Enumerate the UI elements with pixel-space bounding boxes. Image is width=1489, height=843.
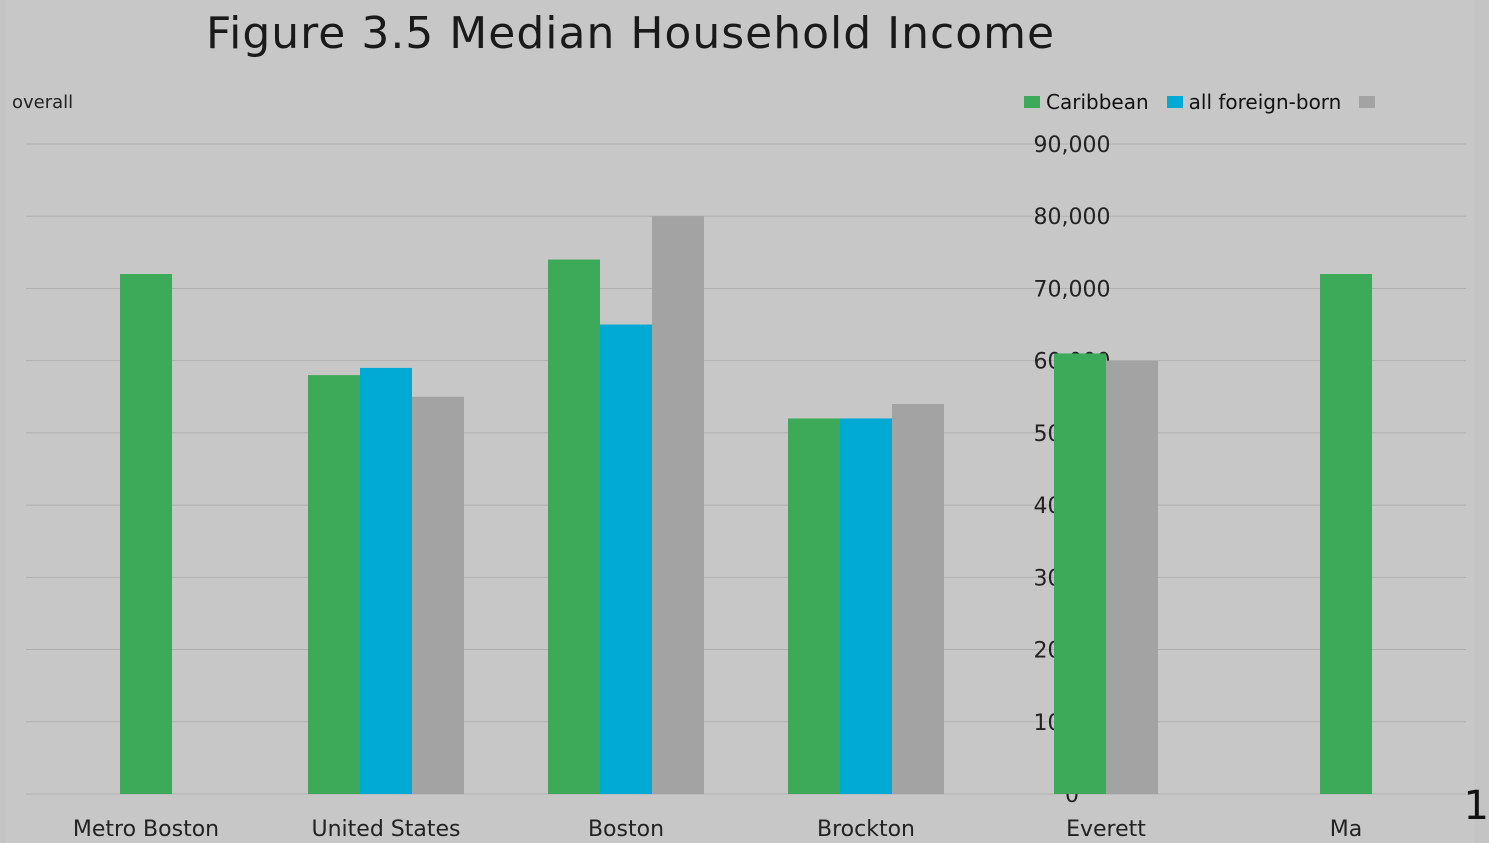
- legend-swatch: [1166, 96, 1183, 108]
- x-tick-label: Boston: [588, 817, 664, 842]
- legend-label: Caribbean: [1046, 90, 1149, 114]
- bar-caribbean: [308, 375, 360, 794]
- legend: Caribbean all foreign-born: [1024, 90, 1381, 114]
- x-tick-label: Ma: [1330, 817, 1362, 842]
- bar-series-2: [1106, 360, 1158, 794]
- bar-caribbean: [120, 274, 172, 794]
- bar-caribbean: [788, 418, 840, 794]
- legend-label: all foreign-born: [1188, 90, 1342, 114]
- bar-caribbean: [1320, 274, 1372, 794]
- bar-caribbean: [1054, 353, 1106, 794]
- bar-series-2: [412, 396, 464, 794]
- bar-series-2: [652, 216, 704, 794]
- bar-all-foreign-born: [840, 418, 892, 794]
- legend-item: Caribbean: [1024, 90, 1149, 114]
- bar-caribbean: [548, 259, 600, 794]
- legend-item: all foreign-born: [1166, 90, 1342, 114]
- x-tick-label: Brockton: [817, 817, 915, 842]
- chart-title: Figure 3.5 Median Household Income: [206, 8, 1056, 59]
- y-tick-label: 90,000: [1034, 133, 1111, 158]
- chart-subtitle: overall: [12, 92, 74, 113]
- page-number: 1: [1463, 783, 1489, 829]
- chart-area: Figure 3.5 Median Household Income overa…: [6, 0, 1474, 843]
- x-tick-label: United States: [312, 817, 461, 842]
- bar-series-2: [892, 404, 944, 794]
- plot-area: 010,00020,00030,00040,00050,00060,00070,…: [26, 133, 1466, 842]
- x-tick-label: Everett: [1066, 817, 1146, 842]
- y-tick-label: 80,000: [1034, 205, 1111, 230]
- bar-all-foreign-born: [360, 367, 412, 794]
- legend-swatch: [1359, 96, 1376, 108]
- legend-item: [1359, 90, 1381, 114]
- bar-all-foreign-born: [600, 324, 652, 794]
- legend-swatch: [1024, 96, 1040, 108]
- y-tick-label: 70,000: [1034, 277, 1111, 302]
- x-tick-label: Metro Boston: [73, 817, 219, 842]
